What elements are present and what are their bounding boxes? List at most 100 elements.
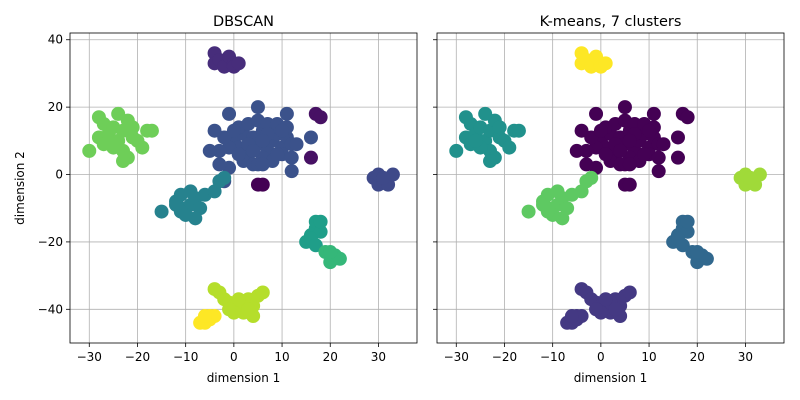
dbscan-cluster-5-point [169, 197, 184, 212]
kmeans-cluster-0-point [569, 143, 584, 158]
kmeans-cluster-5-point [680, 214, 695, 229]
dbscan-cluster-8-point [116, 154, 131, 169]
kmeans-x-tick-label: 10 [641, 350, 656, 364]
dbscan-cluster-0-point [284, 164, 299, 179]
kmeans-cluster-0-point [642, 123, 657, 138]
kmeans-cluster-0-point [637, 147, 652, 162]
kmeans-cluster-0-point [622, 157, 637, 172]
kmeans-cluster-6-point [598, 292, 613, 307]
kmeans-cluster-2-point [483, 154, 498, 169]
dbscan-x-tick-label: −10 [173, 350, 198, 364]
dbscan-cluster-0-point [222, 106, 237, 121]
kmeans-cluster-0-point [670, 130, 685, 145]
dbscan-cluster-0-point [275, 123, 290, 138]
dbscan-cluster-0-point [284, 150, 299, 165]
kmeans-cluster-0-point [622, 133, 637, 148]
kmeans-cluster-2-point [449, 143, 464, 158]
dbscan-cluster-0-point [212, 157, 227, 172]
dbscan-cluster-0-point [279, 106, 294, 121]
dbscan-y-tick-label: −20 [38, 235, 63, 249]
kmeans-cluster-2-point [502, 140, 517, 155]
kmeans-cluster-0-point [574, 123, 589, 138]
kmeans-panel: −30 −20 −10 0 10 20 30 K-means, 7 clusters dim… [433, 14, 785, 385]
dbscan-cluster-7-point [323, 245, 338, 260]
dbscan-cluster-0-point [270, 147, 285, 162]
kmeans-cluster-0-point [656, 137, 671, 152]
kmeans-cluster-6-point [589, 302, 604, 317]
kmeans-cluster-0-point [598, 147, 613, 162]
dbscan-cluster-0-point [289, 137, 304, 152]
kmeans-cluster-2-point [492, 120, 507, 135]
kmeans-cluster-3-point [550, 184, 565, 199]
kmeans-plot-frame [436, 32, 785, 344]
kmeans-cluster-0-point [627, 116, 642, 131]
dbscan-x-axis-label: dimension 1 [207, 371, 281, 385]
kmeans-x-tick-label: 20 [690, 350, 705, 364]
dbscan-cluster-8-point [135, 140, 150, 155]
kmeans-cluster-6-point [608, 302, 623, 317]
kmeans-x-tick-label: −20 [492, 350, 517, 364]
kmeans-cluster-2-point [511, 123, 526, 138]
kmeans-cluster-6-point [622, 285, 637, 300]
kmeans-cluster-3-point [536, 197, 551, 212]
dbscan-cluster-0-point [231, 147, 246, 162]
kmeans-cluster-3-point [584, 170, 599, 185]
kmeans-cluster-0-point [622, 177, 637, 192]
dbscan-cluster-0-point [212, 143, 227, 158]
dbscan-x-tick-label: −20 [125, 350, 150, 364]
dbscan-y-tick-label: 0 [55, 168, 63, 182]
kmeans-cluster-0-point [651, 150, 666, 165]
kmeans-cluster-2-point [478, 106, 493, 121]
dbscan-title: DBSCAN [213, 14, 274, 30]
dbscan-cluster-0-point [207, 123, 222, 138]
kmeans-cluster-0-point [613, 143, 628, 158]
kmeans-cluster-0-point [593, 123, 608, 138]
dbscan-x-tick-label: −30 [77, 350, 102, 364]
kmeans-cluster-0-point [579, 157, 594, 172]
dbscan-cluster-0-point [303, 130, 318, 145]
dbscan-y-tick-label: 20 [48, 100, 63, 114]
dbscan-cluster-5-point [183, 184, 198, 199]
kmeans-cluster-0-point [680, 110, 695, 125]
kmeans-cluster-1-point [598, 56, 613, 71]
dbscan-plot-frame [69, 32, 418, 344]
dbscan-cluster-4-point [376, 170, 391, 185]
dbscan-cluster-0-point [202, 143, 217, 158]
dbscan-cluster-10-point [207, 309, 222, 324]
kmeans-cluster-6-point [564, 309, 579, 324]
dbscan-x-tick-label: 0 [230, 350, 238, 364]
kmeans-cluster-0-point [589, 106, 604, 121]
dbscan-cluster-9-point [241, 302, 256, 317]
kmeans-cluster-0-point [646, 106, 661, 121]
dbscan-cluster-8-point [144, 123, 159, 138]
dbscan-cluster-6-point [313, 214, 328, 229]
kmeans-cluster-0-point [617, 100, 632, 115]
dbscan-cluster-0-point [255, 133, 270, 148]
dbscan-cluster-9-point [255, 285, 270, 300]
dbscan-x-tick-label: 10 [274, 350, 289, 364]
kmeans-cluster-0-point [579, 143, 594, 158]
dbscan-cluster-1-point [255, 177, 270, 192]
kmeans-title: K-means, 7 clusters [540, 14, 682, 30]
dbscan-cluster-0-point [260, 116, 275, 131]
dbscan-x-tick-label: 30 [371, 350, 386, 364]
kmeans-cluster-2-point [468, 133, 483, 148]
dbscan-cluster-10-point [197, 309, 212, 324]
dbscan-cluster-3-point [231, 56, 246, 71]
kmeans-x-tick-label: 0 [597, 350, 605, 364]
dbscan-cluster-9-point [231, 292, 246, 307]
dbscan-cluster-5-point [217, 170, 232, 185]
dbscan-cluster-8-point [111, 106, 126, 121]
kmeans-cluster-3-point [521, 204, 536, 219]
kmeans-cluster-5-point [690, 245, 705, 260]
dbscan-cluster-0-point [226, 123, 241, 138]
dbscan-y-tick-label: −40 [38, 302, 63, 316]
dbscan-cluster-2-point [313, 110, 328, 125]
dbscan-cluster-8-point [82, 143, 97, 158]
kmeans-x-tick-label: −10 [540, 350, 565, 364]
dbscan-y-tick-label: 40 [48, 33, 63, 47]
dbscan-x-tick-label: 20 [323, 350, 338, 364]
dbscan-cluster-0-point [255, 157, 270, 172]
dbscan-cluster-8-point [91, 110, 106, 125]
